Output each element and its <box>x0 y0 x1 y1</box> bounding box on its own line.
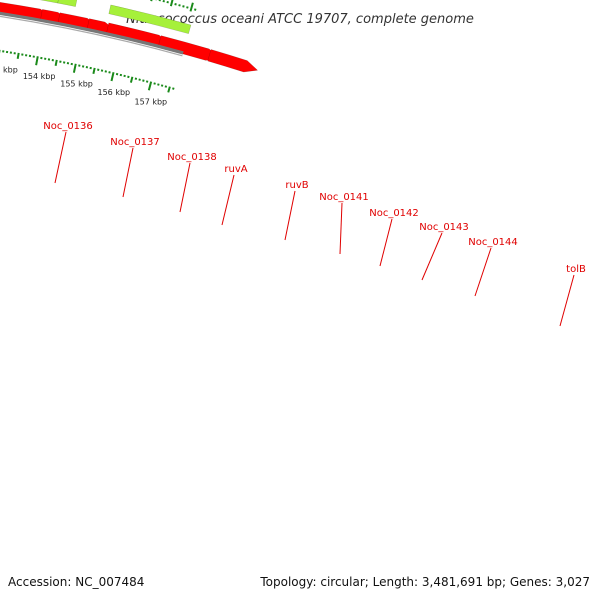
leader-line <box>54 131 67 184</box>
gene-label: Noc_0142 <box>369 208 419 219</box>
outer-tick <box>169 0 174 7</box>
leader-line <box>379 218 393 267</box>
leader-line <box>339 202 343 255</box>
outer-tick <box>189 2 194 12</box>
feature-block <box>108 4 192 34</box>
minor-scale-tick <box>164 85 168 88</box>
feature-track <box>39 0 192 34</box>
major-scale-tick <box>110 72 115 82</box>
minor-scale-tick <box>16 52 20 60</box>
minor-scale-tick <box>129 76 134 83</box>
feature-block <box>57 0 78 7</box>
major-scale-tick <box>147 81 153 91</box>
leader-line <box>421 232 443 281</box>
leader-line <box>122 147 134 198</box>
major-scale-tick <box>35 56 39 66</box>
kbp-label: 155 kbp <box>60 79 93 88</box>
gene-label-layer: Noc_0136 Noc_0137 Noc_0138 ruvA ruvB Noc_0141… <box>43 121 586 327</box>
minor-scale-tick <box>92 67 96 75</box>
outer-tick <box>178 4 181 7</box>
outer-tick <box>193 8 197 11</box>
gene-label: Noc_0136 <box>43 121 93 132</box>
outer-tick-track <box>150 0 197 12</box>
minor-scale-tick <box>145 80 149 83</box>
gene-label: Noc_0138 <box>167 152 217 163</box>
minor-scale-tick <box>157 83 160 86</box>
gene-label: tolB <box>566 264 586 275</box>
gene-label: Noc_0143 <box>419 222 469 233</box>
accession-text: Accession: NC_007484 <box>8 575 144 589</box>
major-scale-tick <box>72 63 77 73</box>
leader-line <box>474 247 492 297</box>
backbone-inner-arc <box>0 15 183 57</box>
kbp-label: 154 kbp <box>23 72 56 81</box>
kbp-label: 157 kbp <box>135 97 168 106</box>
kbp-label: 153 kbp <box>0 65 18 74</box>
feature-block <box>39 0 59 4</box>
minor-scale-tick <box>172 87 175 90</box>
leader-line <box>179 162 191 213</box>
outer-tick <box>174 3 177 6</box>
outer-tick <box>186 6 189 9</box>
gene-label: ruvB <box>285 180 308 191</box>
minor-scale-tick <box>167 86 171 93</box>
leader-line <box>221 174 235 226</box>
gene-label: Noc_0144 <box>468 237 518 248</box>
map-title: Nitrosococcus oceani ATCC 19707, complet… <box>126 12 474 27</box>
leader-line <box>559 274 575 327</box>
kbp-label: 156 kbp <box>98 88 131 97</box>
cds-arrow <box>207 49 259 73</box>
minor-scale-tick <box>153 82 156 85</box>
outer-tick <box>182 5 185 8</box>
gene-label: Noc_0141 <box>319 192 369 203</box>
topology-text: Topology: circular; Length: 3,481,691 bp… <box>259 575 590 589</box>
leader-line <box>284 190 296 241</box>
gene-label: Noc_0137 <box>110 137 160 148</box>
backbone-arc <box>0 11 184 55</box>
outer-tick <box>166 0 169 4</box>
genome-backbone <box>0 11 184 57</box>
minor-scale-tick <box>54 59 58 67</box>
gene-label: ruvA <box>224 164 247 175</box>
outer-tick <box>150 0 153 2</box>
minor-scale-tick <box>160 84 164 87</box>
